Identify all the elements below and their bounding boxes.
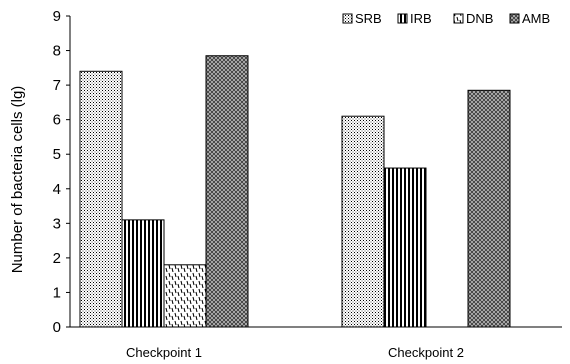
- legend-swatch-irb: [397, 13, 408, 24]
- y-tick-label: 4: [53, 181, 61, 198]
- y-tick-label: 0: [53, 319, 61, 336]
- category-labels: Checkpoint 1 Checkpoint 2: [126, 345, 464, 360]
- y-tick-label: 2: [53, 250, 61, 267]
- legend-label-dnb: DNB: [466, 11, 493, 26]
- y-axis-title: Number of bacteria cells (lg): [9, 86, 26, 274]
- legend-label-irb: IRB: [410, 11, 432, 26]
- legend-swatch-amb: [509, 13, 520, 24]
- bar-dnb-1: [163, 264, 207, 328]
- y-tick-label: 9: [53, 8, 61, 25]
- y-tick-label: 3: [53, 215, 61, 232]
- bar-amb-1: [205, 55, 249, 328]
- category-label: Checkpoint 2: [388, 345, 464, 360]
- legend-label-amb: AMB: [522, 11, 550, 26]
- legend-label-srb: SRB: [355, 11, 382, 26]
- bars: [79, 55, 511, 328]
- y-tick-label: 5: [53, 146, 61, 163]
- bar-irb-2: [383, 167, 427, 328]
- y-axis-tick-labels: 0 1 2 3 4 5 6 7 8 9: [53, 8, 61, 336]
- y-tick-label: 8: [53, 43, 61, 60]
- bar-amb-2: [467, 89, 511, 328]
- legend-swatch-srb: [342, 13, 353, 24]
- bar-srb-1: [79, 70, 123, 328]
- y-axis-ticks: [66, 15, 70, 328]
- bar-irb-1: [121, 219, 165, 328]
- y-tick-label: 1: [53, 284, 61, 301]
- category-label: Checkpoint 1: [126, 345, 202, 360]
- legend-swatch-dnb: [453, 13, 464, 24]
- bar-srb-2: [341, 115, 385, 328]
- y-tick-label: 7: [53, 77, 61, 94]
- y-tick-label: 6: [53, 112, 61, 129]
- legend: SRB IRB DNB AMB: [342, 11, 550, 26]
